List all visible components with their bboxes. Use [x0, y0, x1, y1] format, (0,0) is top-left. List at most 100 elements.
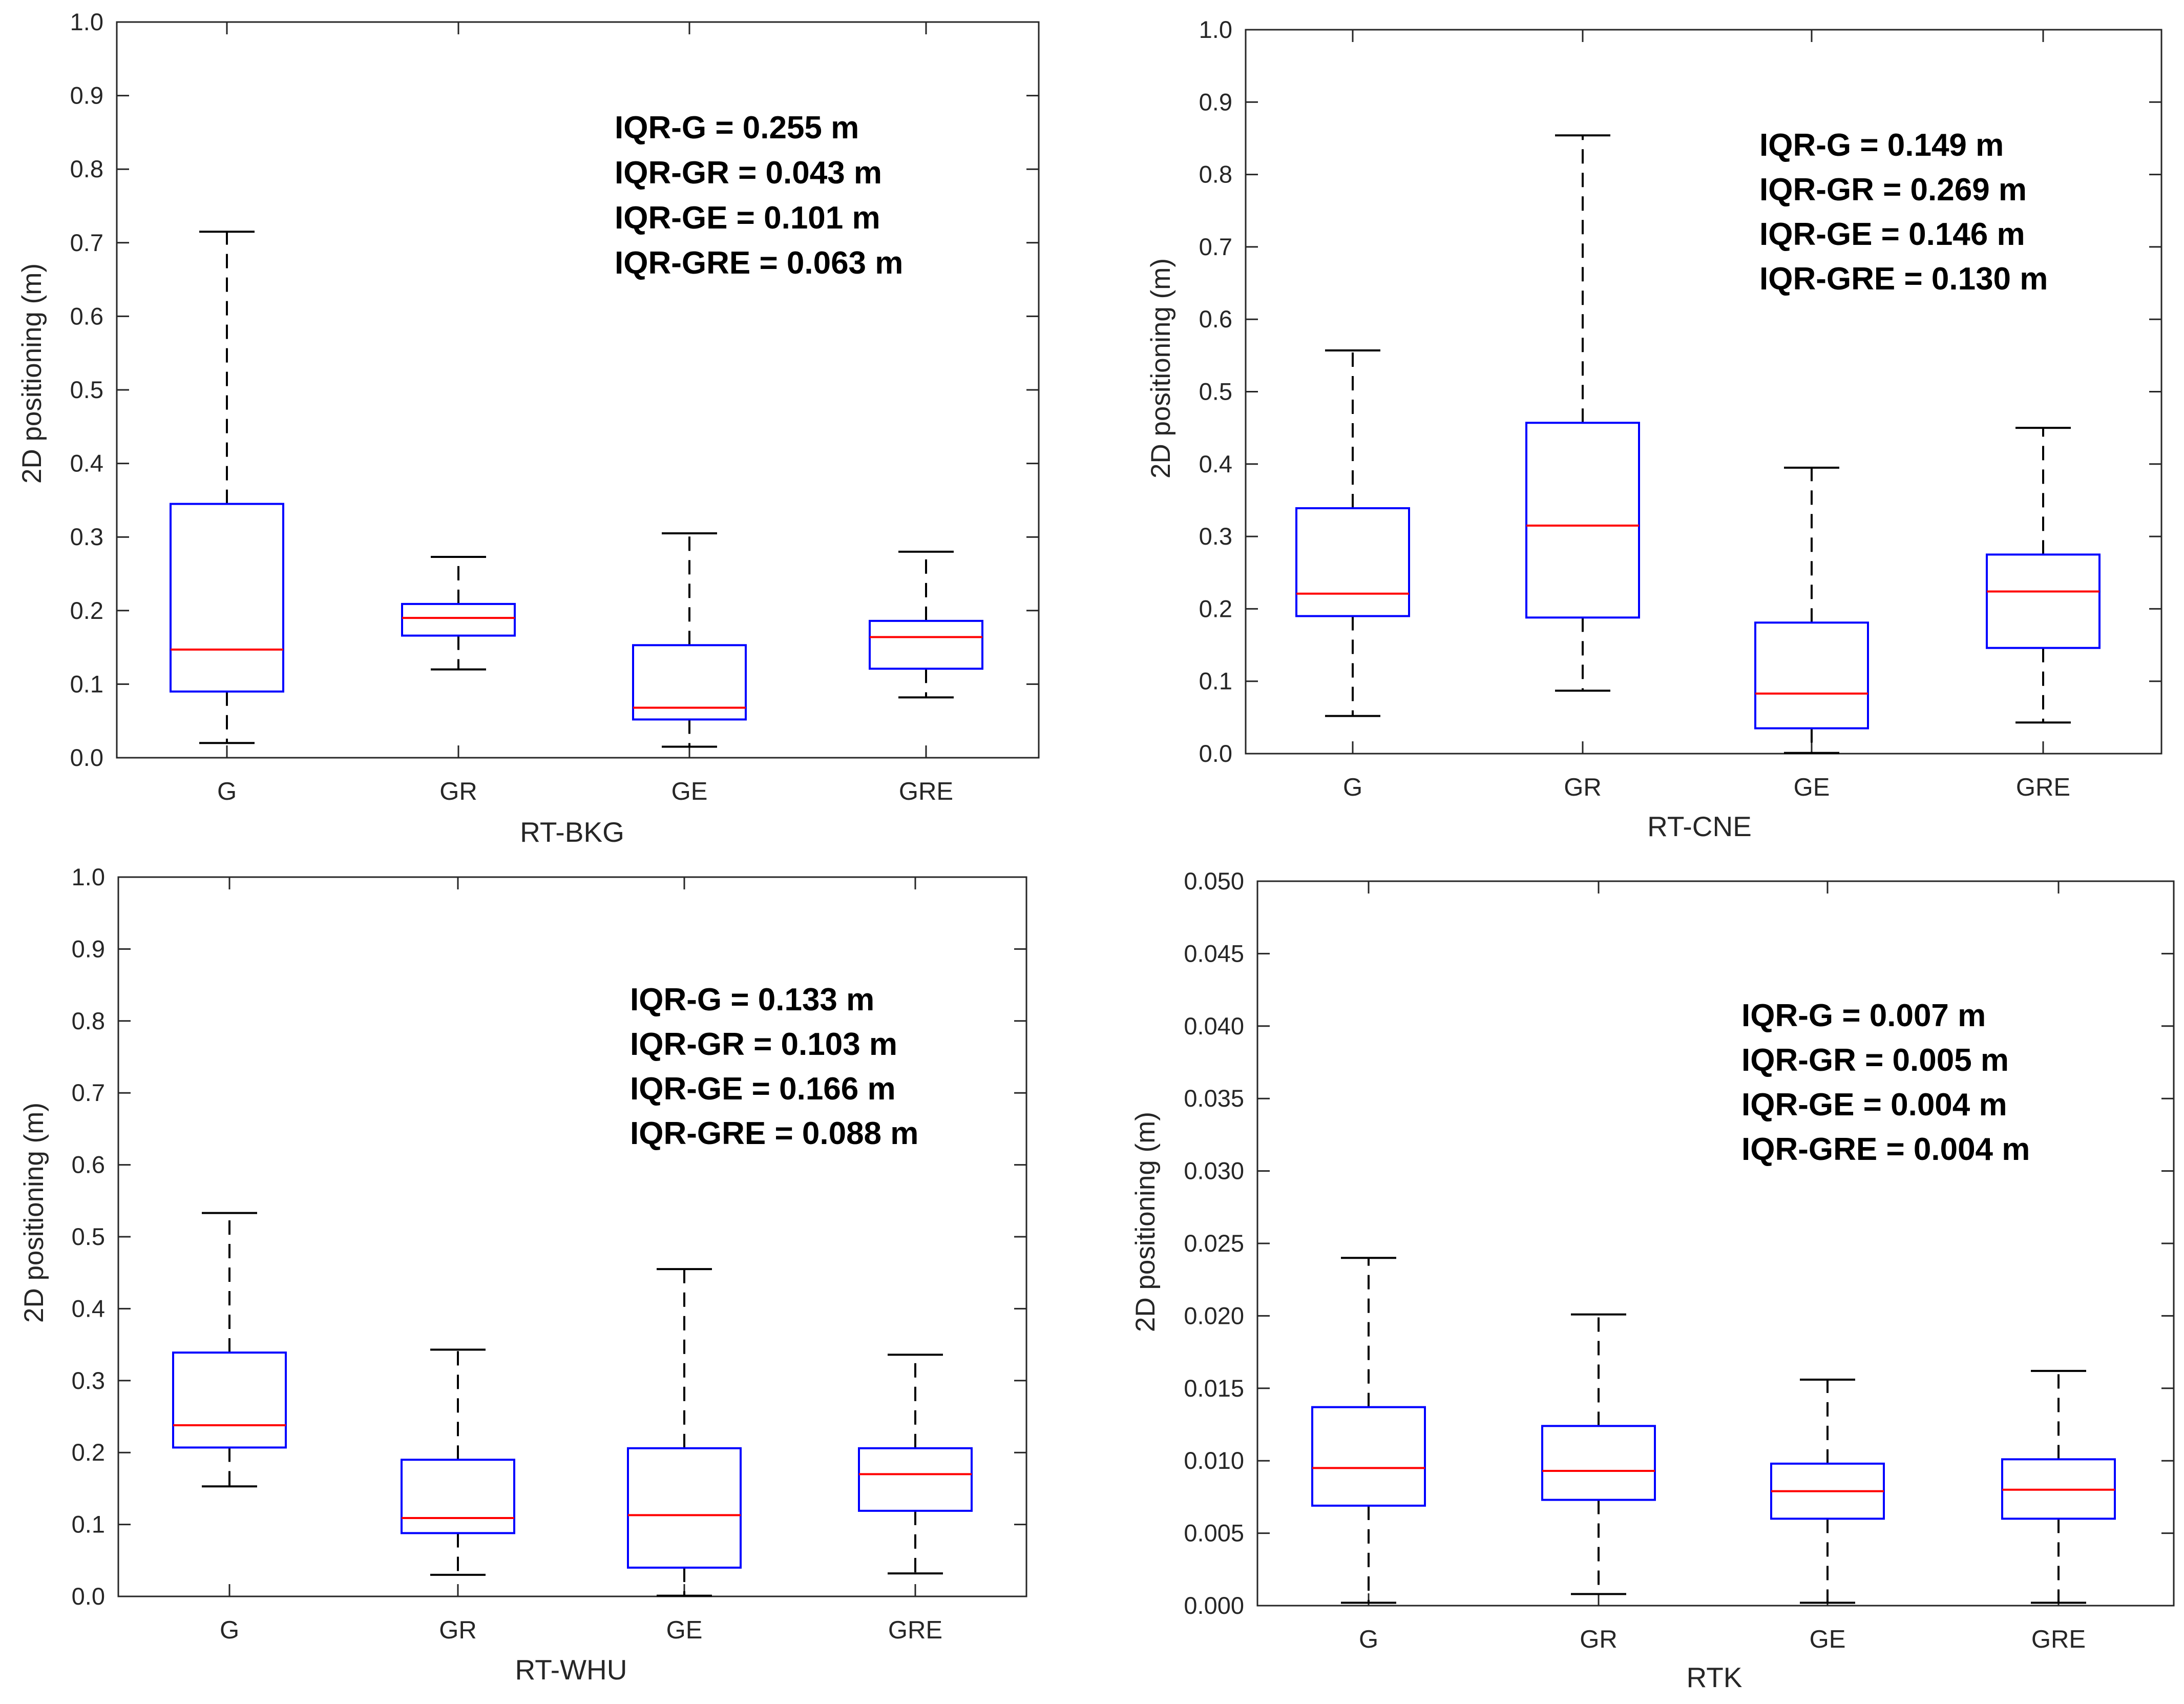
y-axis-label: 2D positioning (m) — [1146, 258, 1176, 479]
annotation-iqr-ge: IQR-GE = 0.166 m — [630, 1071, 896, 1107]
x-tick-label-ge: GE — [671, 778, 708, 805]
y-tick-label: 0.0 — [1199, 740, 1232, 767]
y-tick-label: 0.9 — [72, 935, 105, 962]
y-tick-label: 0.4 — [1199, 450, 1232, 477]
annotation-iqr-gre: IQR-GRE = 0.088 m — [630, 1116, 918, 1151]
box-gre — [1986, 553, 2101, 649]
annotation-iqr-ge: IQR-GE = 0.101 m — [615, 200, 880, 236]
y-tick-label: 0.6 — [70, 302, 103, 329]
annotation-iqr-gr: IQR-GR = 0.043 m — [615, 155, 882, 191]
x-tick-label-gre: GRE — [2031, 1626, 2086, 1653]
y-tick-label: 0.9 — [1199, 88, 1232, 115]
y-tick-label: 0.1 — [72, 1511, 105, 1538]
y-tick-label: 0.4 — [72, 1295, 105, 1322]
y-tick-label: 0.005 — [1184, 1520, 1244, 1547]
x-tick-label-gre: GRE — [2016, 774, 2070, 801]
y-tick-label: 0.6 — [1199, 305, 1232, 333]
annotation-iqr-ge: IQR-GE = 0.146 m — [1759, 217, 2025, 252]
y-tick-label: 0.8 — [70, 155, 103, 182]
x-tick-label-g: G — [217, 778, 237, 805]
y-axis-label: 2D positioning (m) — [1130, 1112, 1161, 1332]
y-tick-label: 0.4 — [70, 450, 103, 477]
x-tick-label-ge: GE — [1810, 1626, 1846, 1653]
annotation-iqr-gr: IQR-GR = 0.005 m — [1741, 1043, 2009, 1078]
box-g — [1311, 1406, 1426, 1507]
panel-rt-bkg: 2D positioning (m) RT-BKG IQR-G = 0.255 … — [17, 8, 1040, 848]
box-g — [1295, 507, 1410, 617]
annotation-iqr-gr: IQR-GR = 0.103 m — [630, 1027, 897, 1062]
y-tick-label: 0.3 — [70, 523, 103, 550]
box-ge — [627, 1447, 742, 1569]
y-tick-label: 0.7 — [1199, 233, 1232, 260]
panel-rtk: 2D positioning (m) RTK IQR-G = 0.007 m I… — [1130, 867, 2175, 1693]
y-tick-label: 0.1 — [1199, 668, 1232, 695]
box-gr — [1541, 1425, 1656, 1501]
plot-frame — [116, 21, 1040, 759]
box-g — [172, 1352, 287, 1449]
y-tick-label: 0.5 — [70, 376, 103, 403]
x-tick-label-g: G — [1343, 774, 1362, 801]
x-tick-label-g: G — [220, 1616, 239, 1644]
box-gr — [401, 602, 516, 637]
y-tick-label: 0.015 — [1184, 1375, 1244, 1402]
y-tick-label: 0.2 — [70, 597, 103, 624]
box-gr — [401, 1459, 515, 1534]
y-tick-label: 0.5 — [72, 1223, 105, 1250]
annotation-iqr-gre: IQR-GRE = 0.130 m — [1759, 261, 2048, 297]
y-tick-label: 0.3 — [1199, 523, 1232, 550]
y-tick-label: 0.050 — [1184, 867, 1244, 895]
annotation-iqr-gre: IQR-GRE = 0.004 m — [1741, 1132, 2030, 1167]
x-tick-label-g: G — [1359, 1626, 1378, 1653]
plot-frame — [117, 876, 1027, 1597]
y-tick-label: 0.025 — [1184, 1230, 1244, 1257]
x-tick-label-gre: GRE — [899, 778, 953, 805]
y-tick-label: 0.9 — [70, 82, 103, 109]
y-tick-label: 0.6 — [72, 1151, 105, 1178]
plot-frame — [1245, 29, 2162, 755]
y-axis-label: 2D positioning (m) — [19, 1103, 49, 1323]
annotation-iqr-g: IQR-G = 0.007 m — [1741, 998, 1986, 1033]
y-tick-label: 0.2 — [72, 1439, 105, 1466]
y-tick-label: 0.8 — [1199, 161, 1232, 188]
y-tick-label: 0.035 — [1184, 1085, 1244, 1112]
y-tick-label: 1.0 — [70, 8, 103, 35]
y-tick-label: 0.0 — [70, 744, 103, 771]
y-tick-label: 0.045 — [1184, 940, 1244, 967]
x-tick-label-ge: GE — [1794, 774, 1830, 801]
x-tick-label-ge: GE — [666, 1616, 703, 1644]
y-tick-label: 0.0 — [72, 1583, 105, 1610]
y-tick-label: 0.040 — [1184, 1012, 1244, 1040]
y-tick-label: 0.2 — [1199, 595, 1232, 622]
y-axis-label: 2D positioning (m) — [17, 263, 47, 484]
panel-rt-whu: 2D positioning (m) RT-WHU IQR-G = 0.133 … — [19, 863, 1027, 1686]
x-axis-label: RT-CNE — [1647, 811, 1752, 842]
box-g — [170, 503, 284, 693]
x-tick-label-gr: GR — [439, 1616, 477, 1644]
y-tick-label: 0.3 — [72, 1367, 105, 1394]
box-ge — [632, 644, 747, 721]
x-tick-label-gr: GR — [1580, 1626, 1618, 1653]
x-tick-label-gr: GR — [439, 778, 477, 805]
x-tick-label-gr: GR — [1564, 774, 1602, 801]
y-tick-label: 1.0 — [1199, 16, 1232, 43]
x-axis-label: RT-WHU — [515, 1654, 627, 1686]
panel-rt-cne: 2D positioning (m) RT-CNE IQR-G = 0.149 … — [1146, 16, 2162, 842]
plot-frame — [1256, 880, 2175, 1607]
y-tick-label: 0.000 — [1184, 1592, 1244, 1619]
box-gre — [869, 619, 983, 670]
box-gr — [1525, 422, 1640, 619]
y-tick-label: 0.5 — [1199, 378, 1232, 405]
box-ge — [1754, 621, 1869, 730]
y-tick-label: 0.1 — [70, 670, 103, 697]
y-tick-label: 0.020 — [1184, 1302, 1244, 1329]
annotation-iqr-g: IQR-G = 0.255 m — [615, 110, 859, 146]
y-tick-label: 0.8 — [72, 1007, 105, 1034]
annotation-iqr-ge: IQR-GE = 0.004 m — [1741, 1087, 2007, 1123]
annotation-iqr-g: IQR-G = 0.149 m — [1759, 128, 2004, 163]
y-tick-label: 0.030 — [1184, 1157, 1244, 1185]
y-tick-label: 0.010 — [1184, 1447, 1244, 1474]
annotation-iqr-g: IQR-G = 0.133 m — [630, 982, 874, 1017]
box-gre — [858, 1447, 973, 1512]
y-tick-label: 0.7 — [70, 229, 103, 256]
